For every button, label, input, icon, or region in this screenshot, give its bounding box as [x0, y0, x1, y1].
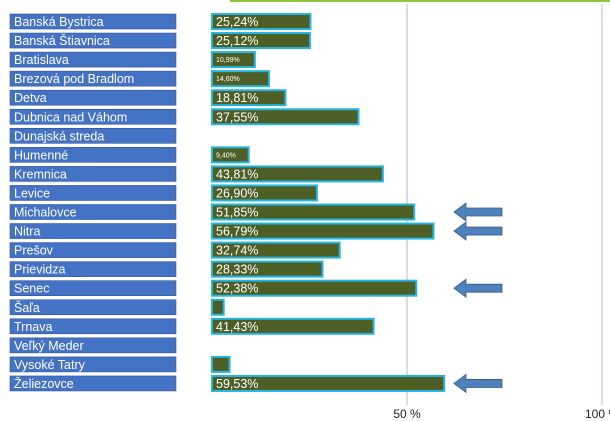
x-axis-ticks: 50 % 100 % [393, 407, 610, 421]
category-label-box [9, 204, 177, 220]
category-label: Humenné [14, 148, 68, 162]
bars: 25,24% 25,12% 10,99% 14,60% 18,81% 37,55% 9,40… [211, 13, 446, 392]
category-label: Banská Bystrica [14, 15, 104, 29]
category-label-box [9, 89, 177, 106]
bar [211, 51, 256, 69]
category-label: Kremnica [14, 167, 67, 181]
category-label: Detva [14, 91, 47, 105]
highlight-arrows [453, 202, 503, 394]
category-label-box [9, 108, 177, 125]
category-label-box [9, 128, 177, 144]
category-label-box [9, 356, 177, 373]
category-label: Michalovce [14, 206, 77, 220]
category-label: Bratislava [14, 53, 69, 67]
bar [211, 355, 231, 373]
category-label: Dunajská streda [14, 129, 104, 143]
bar [211, 70, 270, 88]
category-label: Nitra [14, 225, 40, 239]
bar-value-label: 52,38% [216, 282, 258, 296]
bar [211, 374, 446, 392]
bar [211, 32, 311, 50]
bar [211, 222, 435, 240]
category-label-box [9, 147, 177, 163]
category-label-box [9, 32, 177, 49]
bar [211, 260, 324, 278]
bar [211, 317, 375, 335]
category-label-box [9, 185, 177, 201]
bar-value-label: 56,79% [216, 225, 258, 239]
bar-value-label: 32,74% [216, 244, 258, 258]
category-label-box [9, 166, 177, 182]
bar [211, 89, 287, 107]
left-arrow-icon [453, 202, 503, 222]
bar [211, 13, 312, 30]
category-label-box [9, 375, 177, 392]
category-label-box [9, 51, 177, 68]
category-label-box [9, 242, 177, 258]
bar-value-label: 41,43% [216, 320, 258, 334]
bar-value-label: 10,99% [216, 57, 240, 64]
bar-value-label: 14,60% [216, 76, 240, 83]
category-label: Prievidza [14, 263, 65, 277]
category-label: Senec [14, 282, 49, 296]
category-label-box [9, 280, 177, 297]
bar-value-label: 9,40% [216, 152, 236, 159]
bar [211, 241, 341, 259]
left-arrow-icon [453, 278, 503, 299]
left-arrow-icon [453, 373, 503, 394]
gridlines [406, 4, 603, 405]
category-label: Želiezovce [14, 376, 74, 391]
category-label-box [9, 223, 177, 239]
category-label: Šaľa [14, 300, 40, 315]
category-label-box [9, 318, 177, 335]
bar-value-label: 26,90% [216, 186, 258, 200]
category-label: Dubnica nad Váhom [14, 110, 127, 124]
category-label: Brezová pod Bradlom [14, 72, 134, 86]
category-label: Trnava [14, 320, 52, 334]
bar [211, 165, 384, 183]
bar-value-label: 25,24% [216, 15, 258, 29]
category-labels: Banská Bystrica Banská Štiavnica Bratislav… [9, 13, 177, 392]
category-label-box [9, 261, 177, 277]
category-label: Levice [14, 186, 50, 200]
bar-value-label: 28,33% [216, 263, 258, 277]
bar-value-label: 37,55% [216, 110, 258, 124]
bar [211, 298, 225, 316]
category-label-box [9, 13, 177, 30]
bar [211, 279, 418, 297]
bar [211, 203, 416, 221]
bar-value-label: 25,12% [216, 34, 258, 48]
category-label: Vysoké Tatry [14, 358, 86, 372]
category-label-box [9, 299, 177, 316]
bar [211, 108, 360, 126]
x-tick-label: 100 % [585, 407, 610, 421]
category-label: Banská Štiavnica [14, 33, 110, 48]
category-label-box [9, 337, 177, 354]
category-label: Veľký Meder [14, 339, 84, 353]
x-tick-label: 50 % [393, 407, 421, 421]
left-arrow-icon [453, 221, 503, 241]
category-label: Prešov [14, 244, 54, 258]
bar-value-label: 43,81% [216, 167, 258, 181]
bar-value-label: 59,53% [216, 377, 258, 391]
bar-value-label: 51,85% [216, 206, 258, 220]
bar [211, 146, 250, 164]
category-label-box [9, 70, 177, 87]
bar-value-label: 18,81% [216, 91, 258, 105]
bar [211, 184, 318, 202]
